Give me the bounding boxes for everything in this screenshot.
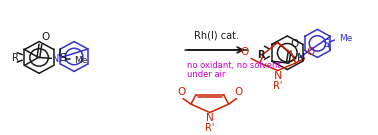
Text: R': R'	[205, 123, 215, 133]
Text: O: O	[291, 39, 299, 49]
Text: S: S	[322, 39, 329, 49]
Text: N: N	[297, 53, 305, 63]
Text: O: O	[177, 87, 185, 97]
Text: Me: Me	[339, 34, 353, 43]
Text: O: O	[234, 87, 243, 97]
Text: no oxidant, no solvent: no oxidant, no solvent	[187, 61, 280, 70]
Text: R': R'	[273, 81, 282, 91]
Text: NH: NH	[52, 54, 67, 64]
Text: O: O	[307, 47, 315, 57]
Text: N: N	[206, 113, 214, 123]
Text: N: N	[274, 71, 282, 81]
Text: R: R	[257, 50, 265, 60]
Text: Rh(I) cat.: Rh(I) cat.	[194, 31, 239, 41]
Text: Me: Me	[74, 56, 88, 65]
Text: O: O	[41, 32, 50, 42]
Text: O: O	[241, 47, 249, 57]
Text: R: R	[12, 53, 19, 63]
Text: under air: under air	[187, 70, 226, 80]
Text: S: S	[59, 53, 66, 63]
